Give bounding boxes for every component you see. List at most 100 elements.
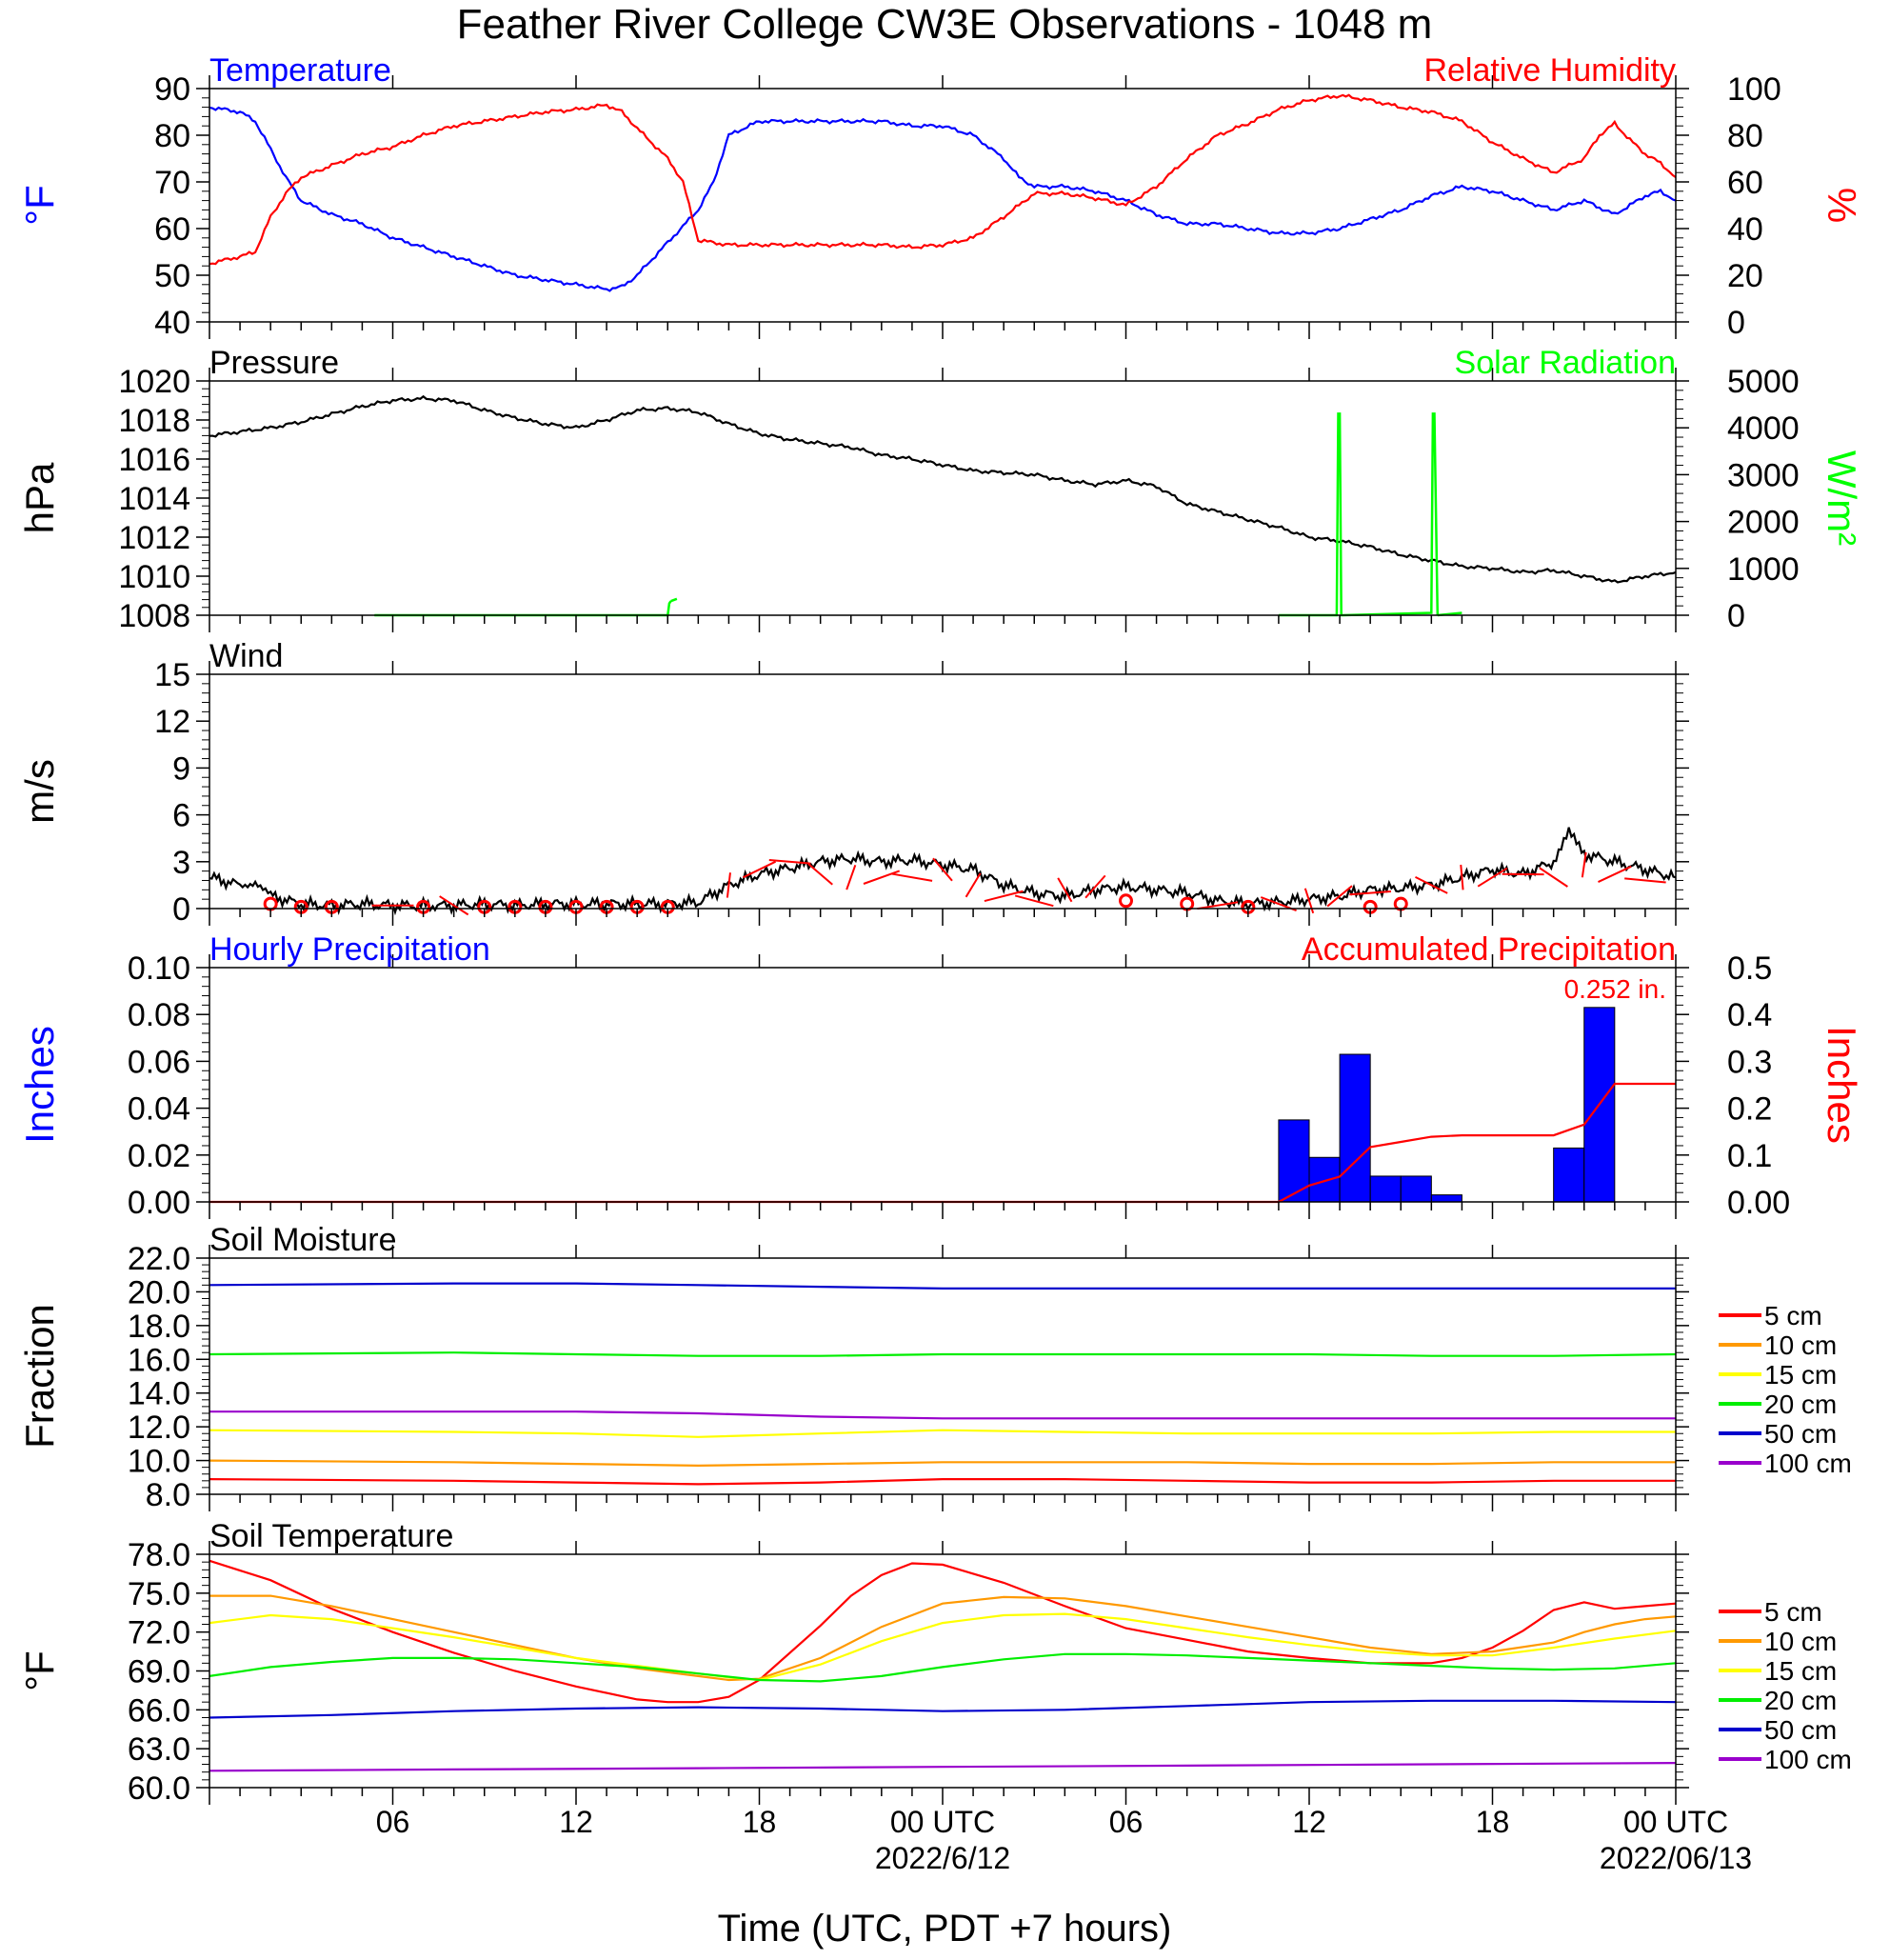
series-line-relative-humidity — [209, 93, 1677, 266]
legend-label-10-cm: 10 cm — [1764, 1330, 1837, 1360]
y-tick-label-left: 0.04 — [128, 1091, 190, 1128]
panel-title-right: Accumulated Precipitation — [1302, 931, 1676, 968]
y-tick-label-left: 50 — [154, 258, 190, 294]
wind-barb — [965, 872, 982, 898]
series-line-20-cm — [209, 1652, 1677, 1683]
y-tick-label-left: 12 — [154, 704, 190, 740]
panel-title-left: Hourly Precipitation — [209, 931, 490, 968]
y-tick-label-left: 1012 — [118, 520, 190, 556]
y-axis-label-left: Inches — [17, 1026, 62, 1144]
wind-barb — [932, 857, 953, 882]
y-axis-label-left: °F — [17, 185, 62, 225]
series-line-50-cm — [209, 1699, 1677, 1719]
wind-barb — [891, 872, 933, 882]
y-tick-label-left: 0.10 — [128, 950, 190, 987]
wind-barb — [807, 863, 833, 886]
panel-temp_rh: 90 80 70 60 50 40 100 80 60 40 20 0 Temperature Relat… — [17, 52, 1864, 341]
y-tick-label-left: 40 — [154, 305, 190, 341]
x-date-label: 2022/06/13 — [1600, 1841, 1752, 1875]
plot-frame — [209, 1257, 1677, 1495]
wind-barb — [1581, 851, 1587, 878]
x-tick-label: 18 — [743, 1805, 777, 1839]
y-tick-label-left: 10.0 — [128, 1444, 190, 1480]
y-tick-label-right: 40 — [1727, 211, 1763, 248]
x-tick-label: 06 — [1109, 1805, 1144, 1839]
y-tick-label-left: 70 — [154, 165, 190, 201]
wind-barb — [742, 860, 777, 879]
x-tick-label: 00 UTC — [890, 1805, 995, 1839]
series-line-20-cm — [209, 1351, 1677, 1357]
y-tick-label-right: 60 — [1727, 165, 1763, 201]
series-line-10-cm — [209, 1594, 1677, 1682]
plot-frame — [209, 380, 1677, 616]
wind-barb — [1014, 894, 1054, 908]
legend-label-100-cm: 100 cm — [1764, 1745, 1852, 1774]
panel-title-left: Soil Moisture — [209, 1222, 397, 1258]
wind-barb — [439, 895, 469, 916]
y-tick-label-left: 60 — [154, 211, 190, 248]
y-tick-label-left: 15 — [154, 657, 190, 693]
y-tick-label-right: 0.5 — [1727, 950, 1772, 987]
wind-barb — [1084, 874, 1106, 899]
panel-precip: 0.10 0.08 0.06 0.04 0.02 0.00 0.5 0.4 0.3 0.2 0.1 0… — [17, 931, 1864, 1221]
y-axis-label-right: W/m² — [1820, 450, 1864, 546]
y-tick-label-left: 14.0 — [128, 1376, 190, 1412]
y-tick-label-left: 0.00 — [128, 1185, 190, 1221]
y-axis-label-right: % — [1820, 188, 1864, 223]
y-tick-label-left: 1014 — [118, 481, 190, 517]
panel-title-left: Temperature — [209, 52, 391, 89]
panel-title-right: Relative Humidity — [1423, 52, 1676, 89]
y-tick-label-left: 1016 — [118, 442, 190, 478]
series-line-50-cm — [209, 1282, 1676, 1290]
panel-wind: 15 12 9 6 3 0 Wind m/s — [17, 638, 1689, 928]
y-tick-label-right: 20 — [1727, 258, 1763, 294]
y-tick-label-right: 0.3 — [1727, 1044, 1772, 1080]
y-tick-label-right: 0 — [1727, 598, 1745, 634]
panel-title-left: Pressure — [209, 345, 339, 381]
y-tick-label-left: 78.0 — [128, 1537, 190, 1573]
y-tick-label-left: 16.0 — [128, 1342, 190, 1378]
plot-frame — [209, 967, 1677, 1203]
x-date-label: 2022/6/12 — [875, 1841, 1010, 1875]
y-tick-label-right: 3000 — [1727, 457, 1800, 493]
y-tick-label-left: 0.08 — [128, 997, 190, 1033]
series-line-15-cm — [209, 1429, 1676, 1438]
y-tick-label-right: 5000 — [1727, 364, 1800, 400]
x-tick-label: 00 UTC — [1623, 1805, 1728, 1839]
plot-frame — [209, 1553, 1677, 1789]
x-tick-label: 06 — [376, 1805, 410, 1839]
y-axis-label-left: °F — [17, 1650, 62, 1690]
y-tick-label-right: 1000 — [1727, 551, 1800, 588]
y-tick-label-left: 75.0 — [128, 1576, 190, 1612]
precip-bar — [1369, 1175, 1402, 1203]
wind-barb — [1460, 864, 1464, 890]
series-line-100-cm — [209, 1762, 1677, 1772]
y-tick-label-left: 0 — [172, 891, 190, 928]
precip-bar — [1308, 1156, 1341, 1203]
panel-title-right: Solar Radiation — [1455, 345, 1676, 381]
y-tick-label-left: 1010 — [118, 559, 190, 595]
wind-barb — [1326, 885, 1353, 908]
precip-bar — [1400, 1175, 1432, 1203]
precip-bar — [1339, 1053, 1371, 1203]
legend-label-50-cm: 50 cm — [1764, 1419, 1837, 1449]
series-line-accumulated-precipitation — [209, 1082, 1676, 1204]
y-tick-label-left: 63.0 — [128, 1731, 190, 1768]
series-line-100-cm — [209, 1410, 1676, 1420]
panel-title-left: Wind — [209, 638, 283, 674]
wind-barb — [1349, 890, 1392, 896]
y-tick-label-left: 72.0 — [128, 1615, 190, 1651]
wind-barb — [1415, 876, 1448, 894]
legend-label-100-cm: 100 cm — [1764, 1449, 1852, 1478]
series-line-5-cm — [209, 1478, 1676, 1486]
figure-title: Feather River College CW3E Observations … — [457, 1, 1433, 48]
y-tick-label-right: 80 — [1727, 118, 1763, 154]
y-tick-label-left: 0.06 — [128, 1044, 190, 1080]
wind-barb — [1624, 877, 1666, 884]
wind-barb — [1057, 877, 1073, 903]
plot-frame — [209, 88, 1677, 323]
y-tick-label-left: 90 — [154, 71, 190, 108]
y-tick-label-left: 3 — [172, 845, 190, 881]
